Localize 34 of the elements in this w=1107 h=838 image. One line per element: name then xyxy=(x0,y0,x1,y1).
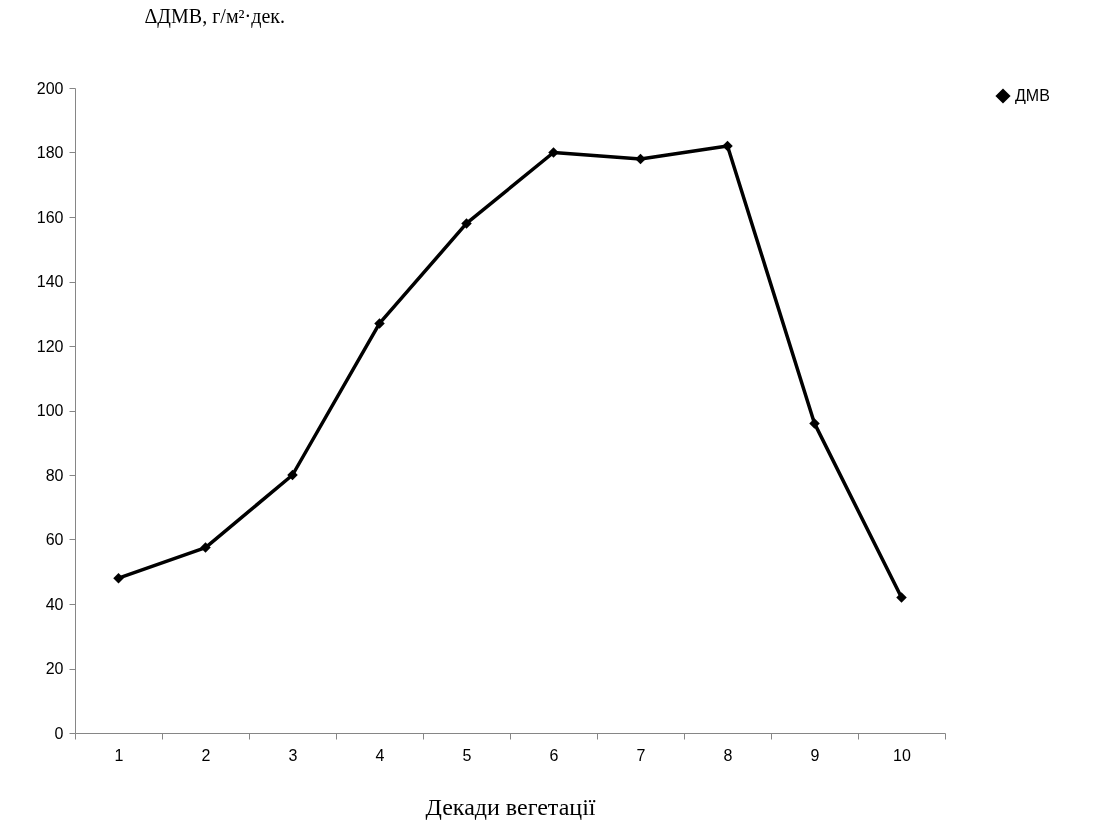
point xyxy=(635,153,646,165)
x-tick-label: 3 xyxy=(288,746,298,764)
y-tick-label: 200 xyxy=(36,79,64,97)
legend-label: ДМВ xyxy=(1015,87,1050,104)
y-tick-label: 160 xyxy=(36,208,64,226)
x-tick-label: 7 xyxy=(636,746,646,764)
y-tick-label: 40 xyxy=(45,595,64,613)
point xyxy=(548,147,559,158)
point xyxy=(287,469,298,481)
x-tick-label: 2 xyxy=(201,746,211,764)
y-tick-label: 140 xyxy=(36,273,64,290)
x-tick-label: 6 xyxy=(549,746,559,764)
x-tick-label: 4 xyxy=(375,746,385,764)
point xyxy=(200,542,211,553)
point xyxy=(809,418,820,429)
point xyxy=(113,572,124,584)
x-tick-label: 5 xyxy=(462,746,472,764)
x-tick-label: 8 xyxy=(723,746,733,764)
x-tick-label: 1 xyxy=(114,746,124,764)
y-tick-label: 100 xyxy=(36,402,64,419)
y-axis-title: ΔДМВ, г/м²·дек. xyxy=(144,4,285,28)
point xyxy=(374,318,385,329)
point xyxy=(461,218,472,229)
x-axis-title: Декади вегетації xyxy=(425,793,596,820)
y-tick-label: 180 xyxy=(36,144,64,161)
y-tick-label: 80 xyxy=(45,466,64,484)
y-tick-label: 60 xyxy=(45,531,64,548)
y-tick-label: 20 xyxy=(45,660,64,677)
y-tick-label: 120 xyxy=(36,337,64,355)
x-tick-label: 9 xyxy=(810,746,820,764)
x-tick-label: 10 xyxy=(893,746,911,764)
point xyxy=(722,140,733,152)
y-tick-label: 0 xyxy=(54,724,64,742)
point xyxy=(896,592,907,603)
